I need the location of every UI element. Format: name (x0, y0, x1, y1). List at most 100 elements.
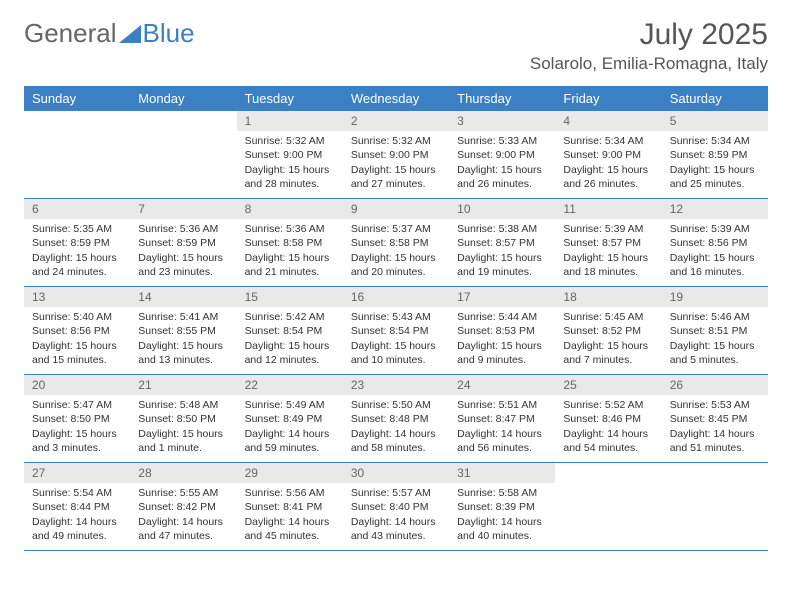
daylight-line2: and 7 minutes. (563, 353, 653, 367)
day-number: 24 (449, 375, 555, 395)
calendar-cell: 4Sunrise: 5:34 AMSunset: 9:00 PMDaylight… (555, 110, 661, 198)
sunset-text: Sunset: 8:54 PM (245, 324, 335, 338)
daylight-line2: and 45 minutes. (245, 529, 335, 543)
daylight-line1: Daylight: 15 hours (457, 251, 547, 265)
weekday-header: Friday (555, 87, 661, 110)
sunrise-text: Sunrise: 5:57 AM (351, 486, 441, 500)
daylight-line2: and 59 minutes. (245, 441, 335, 455)
day-details: Sunrise: 5:45 AMSunset: 8:52 PMDaylight:… (555, 307, 661, 373)
logo-text-general: General (24, 18, 117, 49)
daylight-line2: and 27 minutes. (351, 177, 441, 191)
daylight-line1: Daylight: 15 hours (351, 251, 441, 265)
day-number: 12 (662, 199, 768, 219)
weekday-header: Tuesday (237, 87, 343, 110)
sunset-text: Sunset: 8:59 PM (670, 148, 760, 162)
day-details: Sunrise: 5:47 AMSunset: 8:50 PMDaylight:… (24, 395, 130, 461)
sunset-text: Sunset: 9:00 PM (351, 148, 441, 162)
day-details: Sunrise: 5:39 AMSunset: 8:56 PMDaylight:… (662, 219, 768, 285)
day-number: 31 (449, 463, 555, 483)
sunset-text: Sunset: 8:50 PM (138, 412, 228, 426)
daylight-line2: and 58 minutes. (351, 441, 441, 455)
calendar-cell: 25Sunrise: 5:52 AMSunset: 8:46 PMDayligh… (555, 374, 661, 462)
calendar: Sunday Monday Tuesday Wednesday Thursday… (24, 86, 768, 551)
sunset-text: Sunset: 8:58 PM (351, 236, 441, 250)
calendar-cell: 21 Sunrise: 5:48 AMSunset: 8:50 PMDayligh… (130, 374, 236, 462)
calendar-cell: 30Sunrise: 5:57 AMSunset: 8:40 PMDayligh… (343, 462, 449, 550)
sunset-text: Sunset: 8:49 PM (245, 412, 335, 426)
sunrise-text: Sunrise: 5:32 AM (351, 134, 441, 148)
day-details: Sunrise: 5:54 AMSunset: 8:44 PMDaylight:… (24, 483, 130, 549)
calendar-cell: 24Sunrise: 5:51 AMSunset: 8:47 PMDayligh… (449, 374, 555, 462)
sunrise-text: Sunrise: 5:48 AM (138, 398, 228, 412)
sunset-text: Sunset: 8:50 PM (32, 412, 122, 426)
day-details: Sunrise: 5:51 AMSunset: 8:47 PMDaylight:… (449, 395, 555, 461)
sunrise-text: Sunrise: 5:51 AM (457, 398, 547, 412)
day-number: 5 (662, 111, 768, 131)
sunrise-text: Sunrise: 5:42 AM (245, 310, 335, 324)
daylight-line1: Daylight: 14 hours (457, 515, 547, 529)
day-number: 10 (449, 199, 555, 219)
daylight-line2: and 49 minutes. (32, 529, 122, 543)
daylight-line1: Daylight: 15 hours (138, 427, 228, 441)
sunset-text: Sunset: 8:51 PM (670, 324, 760, 338)
daylight-line1: Daylight: 15 hours (32, 251, 122, 265)
calendar-cell: 31Sunrise: 5:58 AMSunset: 8:39 PMDayligh… (449, 462, 555, 550)
daylight-line1: Daylight: 15 hours (563, 163, 653, 177)
sunrise-text: Sunrise: 5:52 AM (563, 398, 653, 412)
daylight-line2: and 51 minutes. (670, 441, 760, 455)
day-details: Sunrise: 5:34 AMSunset: 9:00 PMDaylight:… (555, 131, 661, 197)
daylight-line2: and 13 minutes. (138, 353, 228, 367)
calendar-cell: 6Sunrise: 5:35 AMSunset: 8:59 PMDaylight… (24, 198, 130, 286)
day-number: 19 (662, 287, 768, 307)
sunset-text: Sunset: 8:53 PM (457, 324, 547, 338)
daylight-line2: and 20 minutes. (351, 265, 441, 279)
sunrise-text: Sunrise: 5:39 AM (563, 222, 653, 236)
day-details: Sunrise: 5:53 AMSunset: 8:45 PMDaylight:… (662, 395, 768, 461)
sunrise-text: Sunrise: 5:35 AM (32, 222, 122, 236)
daylight-line2: and 12 minutes. (245, 353, 335, 367)
sunrise-text: Sunrise: 5:37 AM (351, 222, 441, 236)
calendar-cell-empty (662, 462, 768, 550)
calendar-cell: 22Sunrise: 5:49 AMSunset: 8:49 PMDayligh… (237, 374, 343, 462)
calendar-cell: 3Sunrise: 5:33 AMSunset: 9:00 PMDaylight… (449, 110, 555, 198)
sunset-text: Sunset: 8:39 PM (457, 500, 547, 514)
day-number: 29 (237, 463, 343, 483)
sunset-text: Sunset: 9:00 PM (457, 148, 547, 162)
daylight-line1: Daylight: 15 hours (32, 339, 122, 353)
calendar-cell: 7Sunrise: 5:36 AMSunset: 8:59 PMDaylight… (130, 198, 236, 286)
day-details: Sunrise: 5:55 AMSunset: 8:42 PMDaylight:… (130, 483, 236, 549)
day-number: 23 (343, 375, 449, 395)
daylight-line1: Daylight: 15 hours (457, 163, 547, 177)
daylight-line1: Daylight: 15 hours (245, 339, 335, 353)
sunset-text: Sunset: 8:56 PM (32, 324, 122, 338)
header: General Blue July 2025 Solarolo, Emilia-… (24, 18, 768, 74)
sunset-text: Sunset: 8:46 PM (563, 412, 653, 426)
daylight-line2: and 19 minutes. (457, 265, 547, 279)
day-details: Sunrise: 5:58 AMSunset: 8:39 PMDaylight:… (449, 483, 555, 549)
logo: General Blue (24, 18, 195, 49)
sunrise-text: Sunrise: 5:55 AM (138, 486, 228, 500)
sunrise-text: Sunrise: 5:39 AM (670, 222, 760, 236)
sunrise-text: Sunrise: 5:58 AM (457, 486, 547, 500)
day-number: 30 (343, 463, 449, 483)
day-number: 26 (662, 375, 768, 395)
day-details: Sunrise: 5:50 AMSunset: 8:48 PMDaylight:… (343, 395, 449, 461)
daylight-line2: and 25 minutes. (670, 177, 760, 191)
sunrise-text: Sunrise: 5:41 AM (138, 310, 228, 324)
calendar-cell: 10Sunrise: 5:38 AMSunset: 8:57 PMDayligh… (449, 198, 555, 286)
sunrise-text: Sunrise: 5:46 AM (670, 310, 760, 324)
day-number: 21 (130, 375, 236, 395)
daylight-line1: Daylight: 15 hours (670, 163, 760, 177)
calendar-grid: 1Sunrise: 5:32 AMSunset: 9:00 PMDaylight… (24, 110, 768, 550)
sunrise-text: Sunrise: 5:56 AM (245, 486, 335, 500)
calendar-cell: 8Sunrise: 5:36 AMSunset: 8:58 PMDaylight… (237, 198, 343, 286)
daylight-line1: Daylight: 15 hours (351, 339, 441, 353)
daylight-line2: and 10 minutes. (351, 353, 441, 367)
calendar-bottom-border (24, 550, 768, 551)
calendar-cell: 5Sunrise: 5:34 AMSunset: 8:59 PMDaylight… (662, 110, 768, 198)
day-number: 17 (449, 287, 555, 307)
calendar-cell: 15Sunrise: 5:42 AMSunset: 8:54 PMDayligh… (237, 286, 343, 374)
sunset-text: Sunset: 8:58 PM (245, 236, 335, 250)
daylight-line1: Daylight: 14 hours (351, 515, 441, 529)
day-details: Sunrise: 5:43 AMSunset: 8:54 PMDaylight:… (343, 307, 449, 373)
